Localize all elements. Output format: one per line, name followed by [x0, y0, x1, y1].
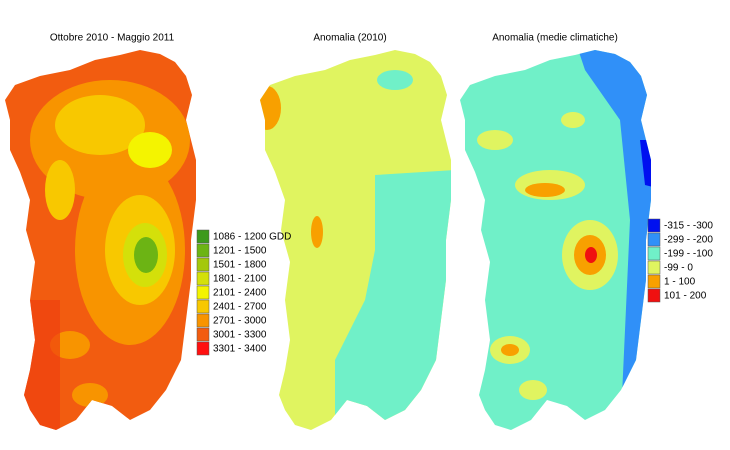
legend-label: 2401 - 2700	[213, 302, 267, 313]
legend-label: -299 - -200	[664, 235, 713, 246]
legend-swatch	[647, 218, 661, 233]
legend-label: 1201 - 1500	[213, 246, 267, 257]
legend-label: -99 - 0	[664, 263, 693, 274]
legend-label: 1801 - 2100	[213, 274, 267, 285]
map-title: Ottobre 2010 - Maggio 2011	[50, 33, 175, 44]
legend-swatch	[196, 313, 210, 328]
legend-swatch	[647, 260, 661, 275]
map-gdd	[5, 50, 196, 430]
legend-swatch	[196, 285, 210, 300]
legend-label: 3301 - 3400	[213, 344, 267, 355]
legend-swatch	[196, 341, 210, 356]
legend-label: -199 - -100	[664, 249, 713, 260]
legend-swatch	[647, 288, 661, 303]
legend-label: 1086 - 1200 GDD	[213, 232, 291, 243]
legend-anomaly: -315 - -300 -299 - -200 -199 - -100 -99 - 0…	[647, 218, 713, 303]
legend-label: -315 - -300	[664, 221, 713, 232]
legend-label: 101 - 200	[664, 291, 707, 302]
legend-swatch	[196, 299, 210, 314]
legend-label: 3001 - 3300	[213, 330, 267, 341]
map-title: Anomalia (2010)	[313, 33, 386, 44]
legend-swatch	[196, 229, 210, 244]
legend-swatch	[196, 327, 210, 342]
map-anomaly-2010	[260, 50, 451, 430]
legend-gdd: 1086 - 1200 GDD 1201 - 1500 1501 - 1800 180…	[196, 229, 291, 356]
legend-swatch	[196, 271, 210, 286]
legend-swatch	[196, 243, 210, 258]
legend-label: 1501 - 1800	[213, 260, 267, 271]
legend-label: 2101 - 2400	[213, 288, 267, 299]
legend-swatch	[647, 274, 661, 289]
legend-swatch	[647, 246, 661, 261]
legend-label: 2701 - 3000	[213, 316, 267, 327]
legend-swatch	[647, 232, 661, 247]
map-anomaly-climate	[460, 50, 651, 430]
legend-swatch	[196, 257, 210, 272]
map-title: Anomalia (medie climatiche)	[492, 33, 618, 44]
legend-label: 1 - 100	[664, 277, 696, 288]
